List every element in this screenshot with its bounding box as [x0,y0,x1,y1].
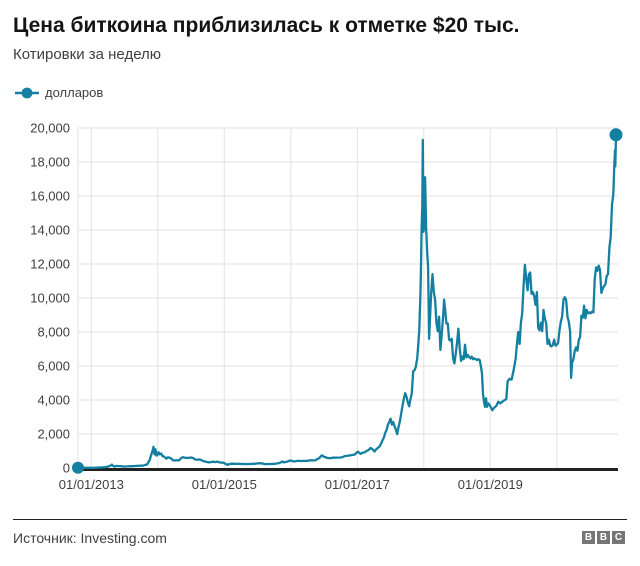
y-axis-tick-label: 18,000 [30,155,70,170]
legend-label: долларов [45,85,104,100]
chart-subtitle: Котировки за неделю [13,46,162,63]
y-axis-tick-label: 8,000 [37,325,70,340]
series-start-dot [72,461,84,474]
y-axis-tick-label: 20,000 [30,121,70,136]
chart-legend: долларов [14,85,103,100]
y-axis-tick-label: 12,000 [30,257,70,272]
source-label: Источник: Investing.com [13,530,167,546]
y-axis-tick-label: 0 [63,461,70,476]
y-axis-tick-label: 14,000 [30,223,70,238]
bbc-logo-block-c: C [612,531,625,544]
x-axis-tick-label: 01/01/2019 [458,477,523,492]
bbc-logo-block-b1: B [582,531,595,544]
x-axis-tick-label: 01/01/2013 [59,477,124,492]
x-axis-tick-label: 01/01/2015 [192,477,257,492]
y-axis-tick-label: 6,000 [37,359,70,374]
y-axis-tick-label: 10,000 [30,291,70,306]
series-end-dot [609,128,623,142]
bbc-logo-block-b2: B [597,531,610,544]
y-axis-tick-label: 16,000 [30,189,70,204]
footer-divider [13,519,627,520]
y-axis-tick-label: 2,000 [37,427,70,442]
price-line [76,133,618,469]
y-axis-tick-label: 4,000 [37,393,70,408]
page-title: Цена биткоина приблизилась к отметке $20… [13,14,520,37]
bbc-logo: B B C [582,531,625,544]
bitcoin-price-chart: 0 2,000 4,000 6,000 8,000 10,000 12,000 14,000 1… [30,121,623,492]
x-axis-tick-label: 01/01/2017 [325,477,390,492]
line-marker-icon [15,87,39,98]
